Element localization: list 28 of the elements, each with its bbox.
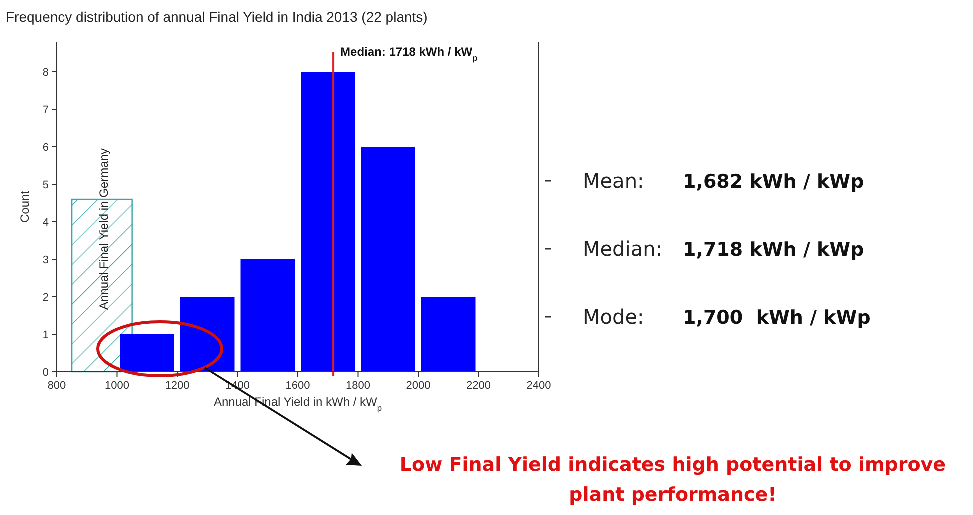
ref-line-label: Median: 1718 kWh / kW$_{p}$ <box>340 45 478 63</box>
text: Median: <box>583 237 662 261</box>
y-tick-label: 1 <box>42 330 49 342</box>
x-tick-label: 1200 <box>165 380 190 392</box>
text: Mean: <box>583 169 644 193</box>
text: 1,718 kWh / kWp <box>683 239 864 261</box>
x-tick-label: 1800 <box>346 380 370 392</box>
y-tick-label: 2 <box>42 292 49 304</box>
x-tick-label: 2000 <box>406 380 431 392</box>
y-tick-label: 7 <box>42 104 49 116</box>
x-tick-label: 800 <box>48 380 66 392</box>
x-tick-label: 2200 <box>466 380 491 392</box>
x-tick-label: 2400 <box>526 380 552 392</box>
y-tick-label: 3 <box>42 254 49 266</box>
y-tick-label: 6 <box>42 142 49 154</box>
chart-title: Frequency distribution of annual Final Yield in India 2013 (22 plants) <box>6 9 428 25</box>
series-label: Annual Final Yield in Germany <box>97 148 112 310</box>
y-tick-label: 0 <box>42 367 49 379</box>
y-tick-label: 5 <box>42 180 49 192</box>
x-tick-label: 1000 <box>105 380 130 392</box>
text: 1,682 kWh / kWp <box>683 171 864 193</box>
y-tick-label: 4 <box>42 217 49 229</box>
x-tick-label: 1600 <box>286 380 310 392</box>
y-axis-title: Count <box>18 190 32 224</box>
text: Low Final Yield indicates high potential to improve plant performance! <box>400 454 946 506</box>
y-tick-label: 8 <box>42 67 49 79</box>
text: 1,700 kWh / kWp <box>683 307 871 329</box>
text: Mode: <box>583 305 644 329</box>
